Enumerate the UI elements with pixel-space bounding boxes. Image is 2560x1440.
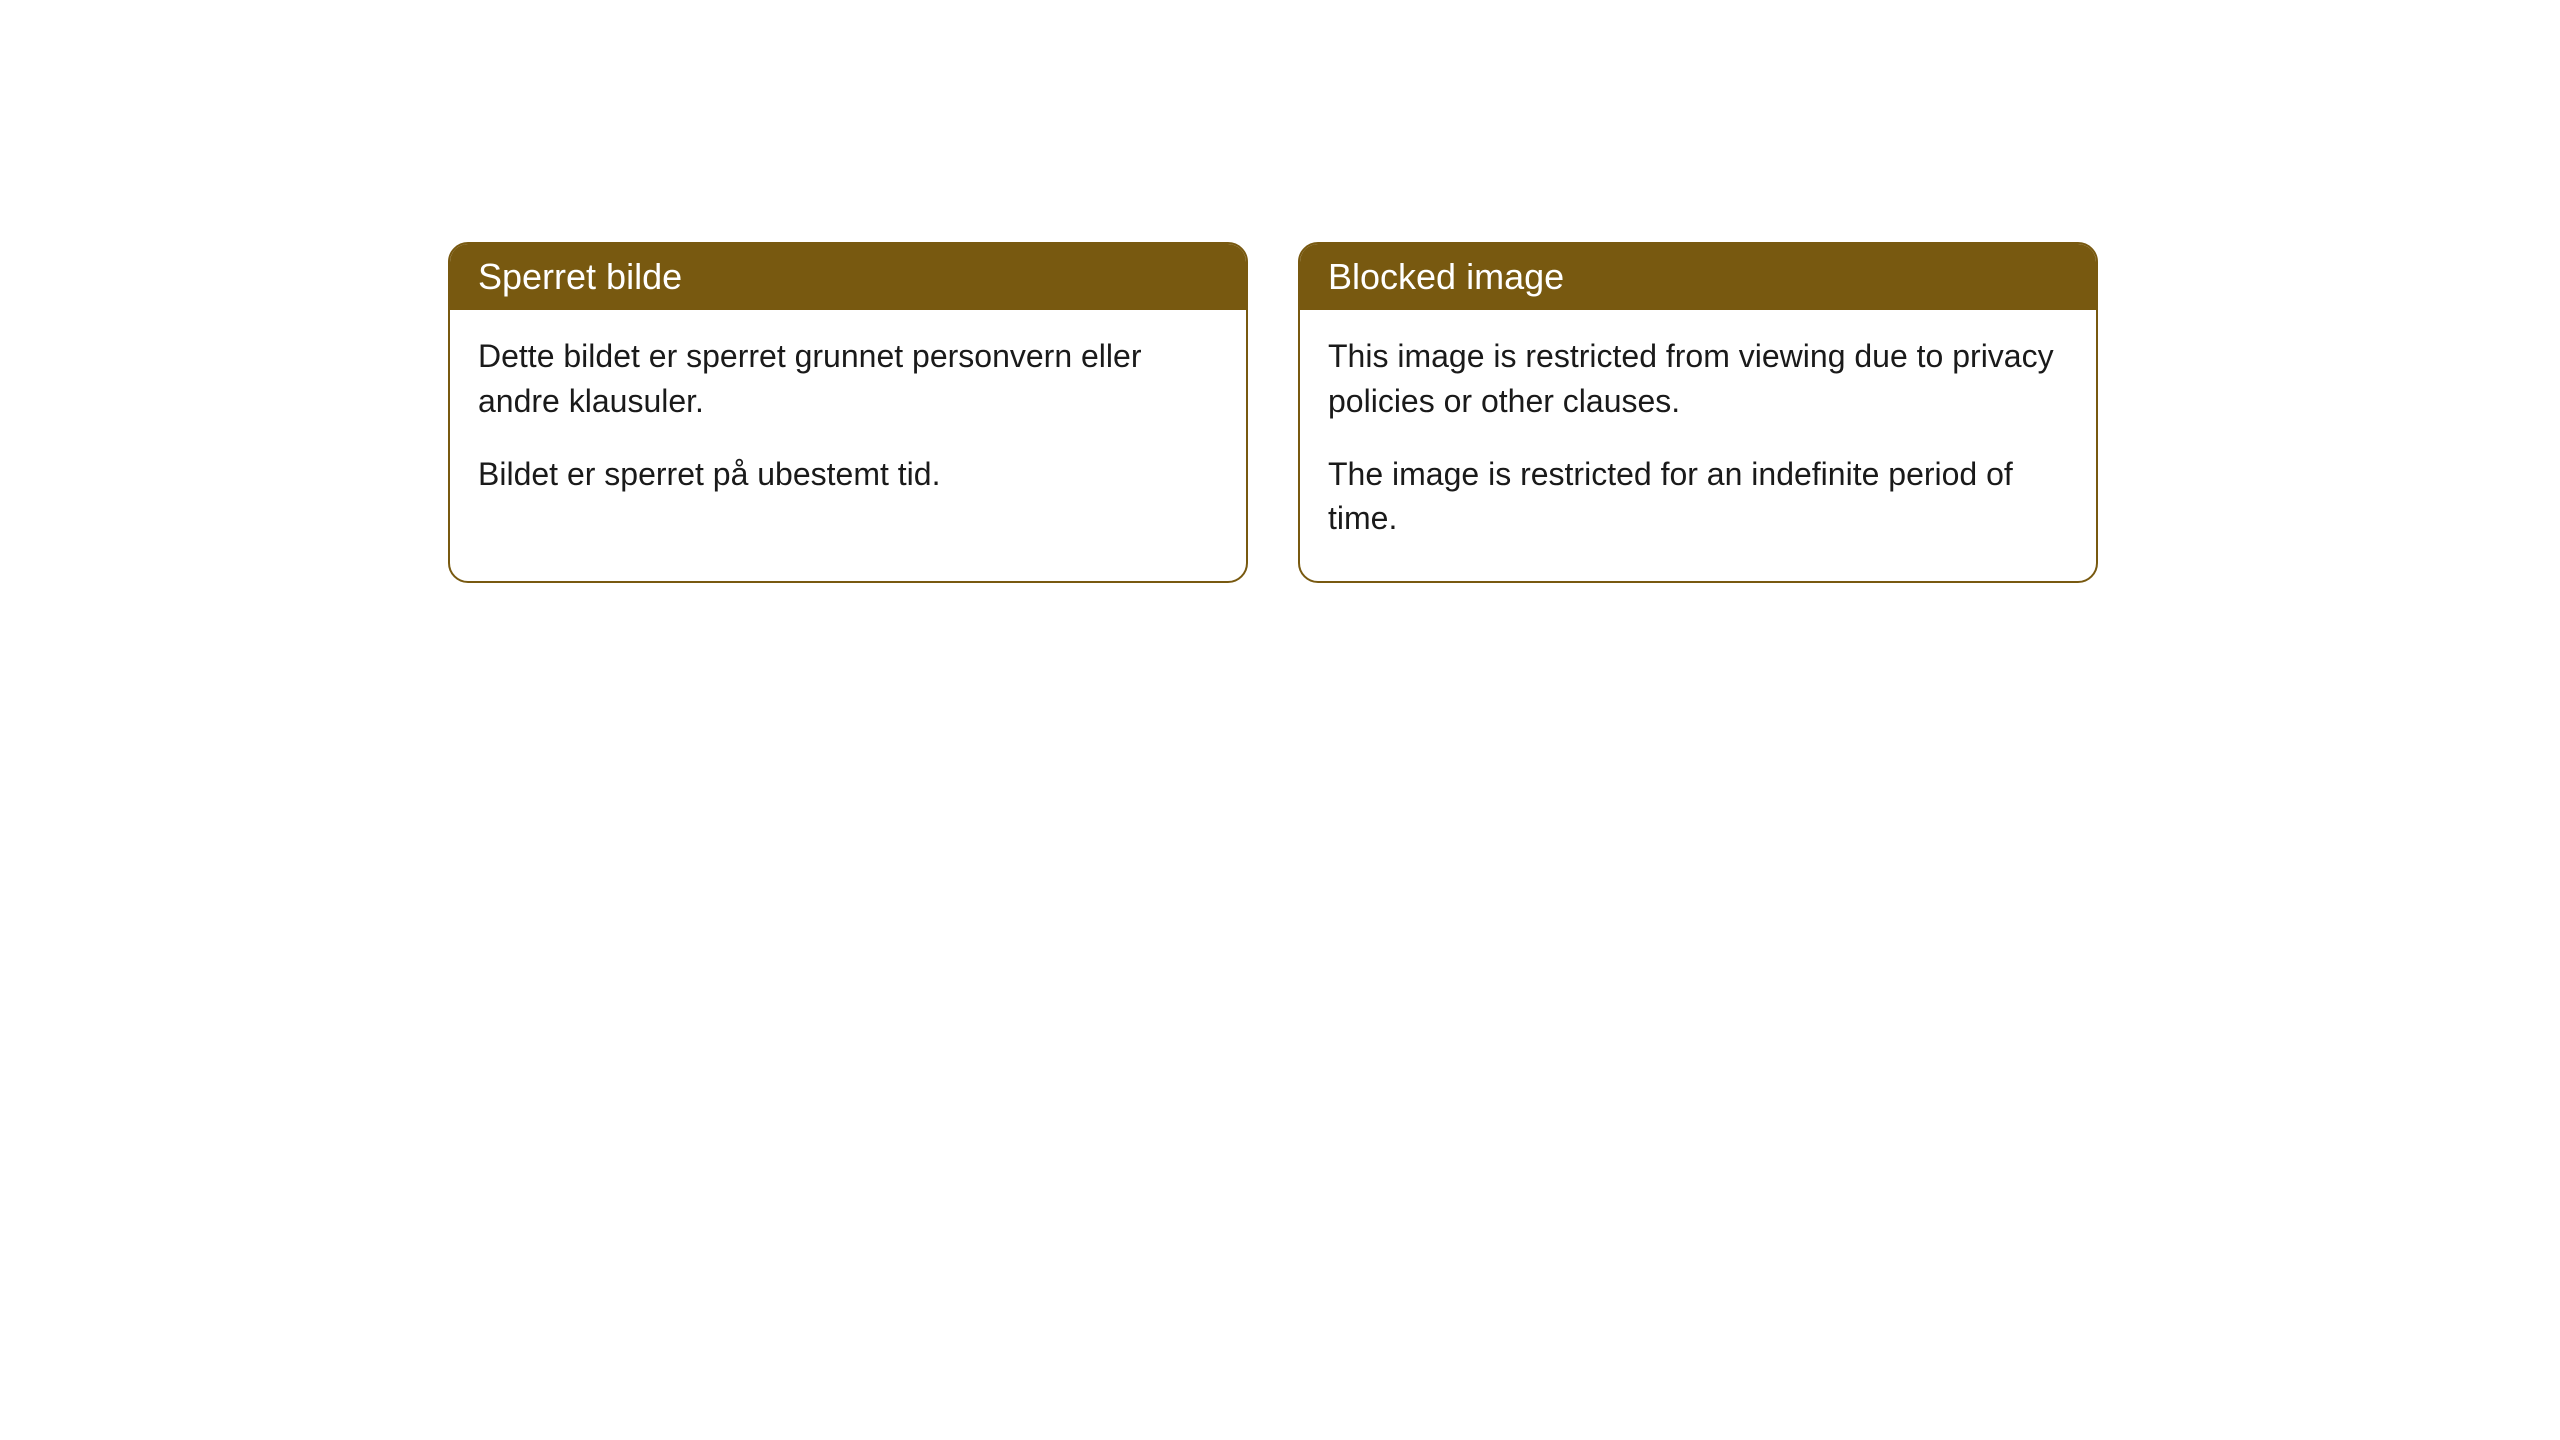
notice-cards-container: Sperret bilde Dette bildet er sperret gr… [448,242,2098,583]
card-header: Blocked image [1300,244,2096,310]
notice-card-norwegian: Sperret bilde Dette bildet er sperret gr… [448,242,1248,583]
card-paragraph-2: Bildet er sperret på ubestemt tid. [478,452,1218,497]
card-header: Sperret bilde [450,244,1246,310]
card-title: Blocked image [1328,256,1564,297]
notice-card-english: Blocked image This image is restricted f… [1298,242,2098,583]
card-paragraph-1: This image is restricted from viewing du… [1328,334,2068,424]
card-title: Sperret bilde [478,256,682,297]
card-paragraph-2: The image is restricted for an indefinit… [1328,452,2068,542]
card-body: This image is restricted from viewing du… [1300,310,2096,581]
card-body: Dette bildet er sperret grunnet personve… [450,310,1246,536]
card-paragraph-1: Dette bildet er sperret grunnet personve… [478,334,1218,424]
